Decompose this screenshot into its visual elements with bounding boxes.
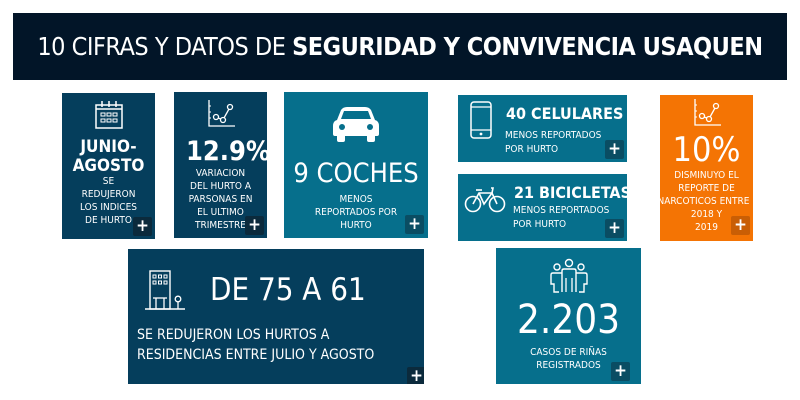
narcotics-desc-4: 2018 Y <box>690 209 723 220</box>
phones-desc-1: MENOS REPORTADOS <box>505 130 602 141</box>
phones-value: 40 CELULARES <box>506 104 624 123</box>
chart-icon <box>693 99 721 126</box>
period-title-2: AGOSTO <box>72 156 145 176</box>
building-icon <box>145 270 185 310</box>
card-variation: 12.9% VARIACION DEL HURTO A PARSONAS EN … <box>174 92 267 238</box>
more-button[interactable]: + <box>605 219 624 238</box>
car-icon <box>333 107 379 142</box>
period-title-1: JUNIO- <box>80 137 137 157</box>
bicycle-icon <box>464 187 506 213</box>
card-cars: 9 COCHES MENOS REPORTADOS POR HURTO + <box>284 92 428 238</box>
more-button[interactable]: + <box>611 362 630 381</box>
cars-desc-3: HURTO <box>340 220 372 231</box>
more-button[interactable]: + <box>407 367 424 384</box>
fights-desc-2: REGISTRADOS <box>536 360 601 371</box>
cars-desc-1: MENOS <box>339 194 373 205</box>
card-narcotics: 10% DISMINUYO EL REPORTE DE NARCOTICOS E… <box>660 95 753 241</box>
chart-icon <box>207 100 235 127</box>
variation-value: 12.9% <box>186 136 267 167</box>
bikes-value: 21 BICICLETAS <box>514 183 627 202</box>
more-button[interactable]: + <box>405 215 424 234</box>
narcotics-desc-2: REPORTE DE <box>678 183 735 194</box>
residences-value: DE 75 A 61 <box>210 272 366 308</box>
title-bold: SEGURIDAD Y CONVIVENCIA USAQUEN <box>292 32 763 61</box>
variation-desc-5: TRIMESTRE <box>195 220 246 231</box>
card-period: JUNIO- AGOSTO SE REDUJERON LOS INDICES D… <box>62 93 155 239</box>
fights-desc-1: CASOS DE RIÑAS <box>530 347 607 358</box>
more-button[interactable]: + <box>245 216 264 235</box>
residences-desc-1: SE REDUJERON LOS HURTOS A <box>137 327 330 343</box>
period-desc-1: SE <box>102 176 115 187</box>
variation-desc-3: PARSONAS EN <box>188 194 253 205</box>
narcotics-desc-3: NARCOTICOS ENTRE <box>660 196 750 207</box>
card-residences: DE 75 A 61 SE REDUJERON LOS HURTOS A RES… <box>128 249 424 384</box>
more-button[interactable]: + <box>731 216 750 235</box>
bikes-desc-1: MENOS REPORTADOS <box>513 205 610 216</box>
title-number: 10 <box>37 32 65 61</box>
cars-value: 9 COCHES <box>293 158 419 189</box>
bikes-desc-2: POR HURTO <box>513 219 567 230</box>
narcotics-desc-1: DISMINUYO EL <box>674 170 739 181</box>
fights-value: 2.203 <box>517 297 620 343</box>
narcotics-value: 10% <box>672 130 741 170</box>
calendar-icon <box>94 101 123 129</box>
card-phones: 40 CELULARES MENOS REPORTADOS POR HURTO … <box>458 95 627 162</box>
period-desc-2: REDUJERON <box>81 189 136 200</box>
card-bikes: 21 BICICLETAS MENOS REPORTADOS POR HURTO… <box>458 174 627 241</box>
narcotics-desc-5: 2019 <box>695 222 718 233</box>
cars-desc-2: REPORTADOS POR <box>314 207 398 218</box>
phone-icon <box>470 101 492 139</box>
residences-desc-2: RESIDENCIAS ENTRE JULIO Y AGOSTO <box>137 347 375 363</box>
people-icon <box>549 258 588 293</box>
variation-desc-1: VARIACION <box>195 168 246 179</box>
variation-desc-2: DEL HURTO A <box>190 181 251 192</box>
period-desc-3: LOS INDICES <box>80 202 137 213</box>
title-prefix: CIFRAS Y DATOS DE <box>71 32 286 61</box>
phones-desc-2: POR HURTO <box>505 144 559 155</box>
variation-desc-4: EL ULTIMO <box>197 207 244 218</box>
more-button[interactable]: + <box>133 217 152 236</box>
page-title: 10 CIFRAS Y DATOS DE SEGURIDAD Y CONVIVE… <box>13 13 787 80</box>
more-button[interactable]: + <box>605 140 624 159</box>
period-desc-4: DE HURTO <box>85 215 132 226</box>
card-fights: 2.203 CASOS DE RIÑAS REGISTRADOS + <box>496 248 641 384</box>
